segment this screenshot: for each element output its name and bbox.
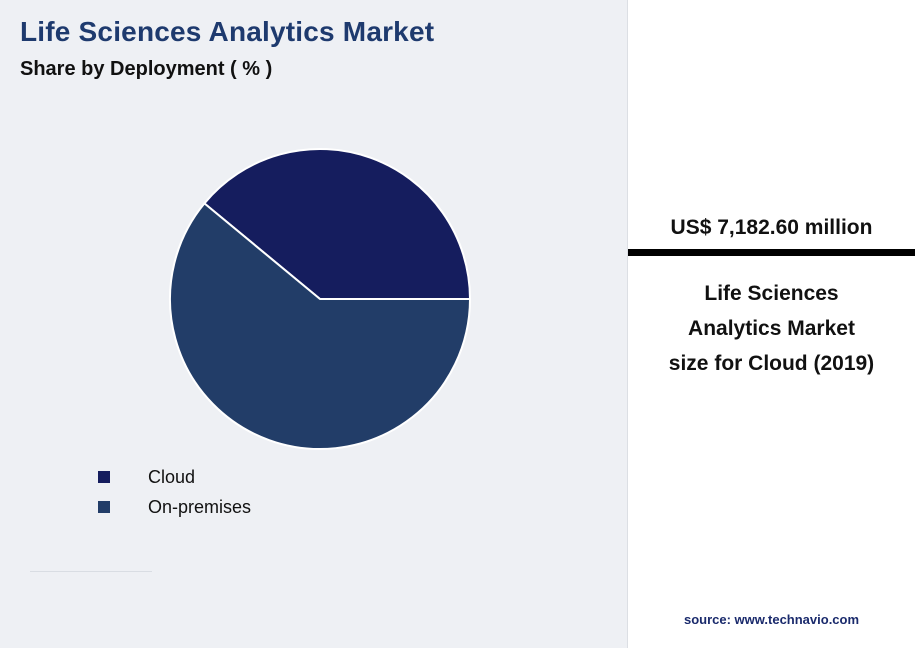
- chart-title: Life Sciences Analytics Market: [20, 16, 435, 47]
- panel-description: Life Sciences Analytics Market size for …: [668, 282, 875, 375]
- legend-swatch-on-premises: [98, 501, 110, 513]
- info-panel: US$ 7,182.60 million Life Sciences Analy…: [627, 0, 915, 648]
- divider-line: [30, 571, 152, 572]
- chart-legend: Cloud On-premises: [98, 462, 251, 522]
- divider-bar: [628, 249, 915, 256]
- pie-slice-cloud: [203, 148, 471, 300]
- legend-item-cloud: Cloud: [98, 462, 251, 492]
- chart-panel: Life Sciences Analytics Market Share by …: [20, 16, 471, 572]
- legend-swatch-cloud: [98, 471, 110, 483]
- chart-subtitle: Share by Deployment ( % ): [20, 58, 273, 80]
- pie-chart: [169, 148, 471, 450]
- source-text: source: www.technavio.com: [683, 612, 860, 627]
- legend-label-on-premises: On-premises: [148, 496, 252, 517]
- legend-item-on-premises: On-premises: [98, 492, 251, 522]
- pie-slice-on-premises: [169, 202, 471, 450]
- legend-label-cloud: Cloud: [148, 466, 196, 487]
- highlight-value: US$ 7,182.60 million: [670, 216, 873, 239]
